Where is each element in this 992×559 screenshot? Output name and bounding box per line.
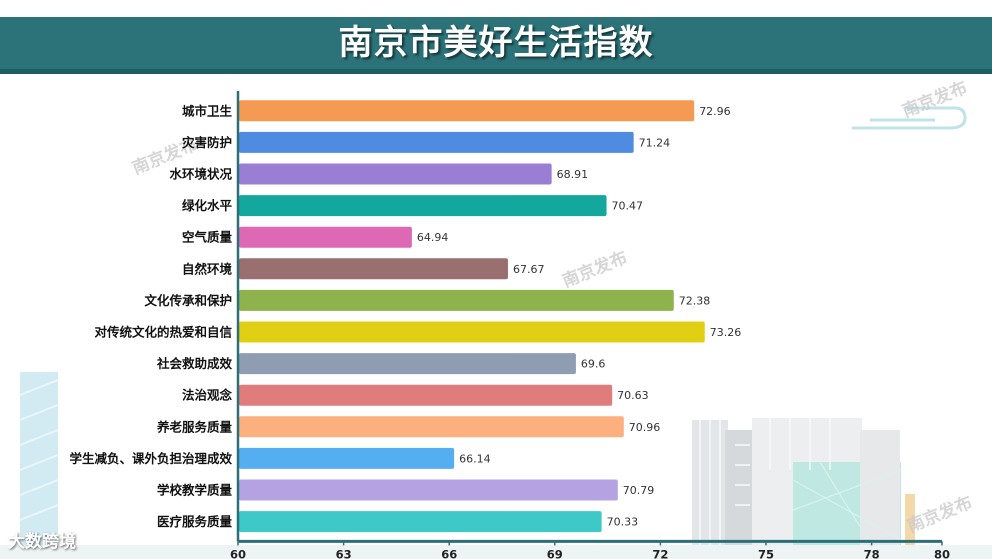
- title-banner-accent: [0, 69, 992, 74]
- category-label: 社会救助成效: [156, 356, 233, 371]
- brand-logo: 大数跨境: [8, 532, 76, 552]
- category-label: 绿化水平: [182, 198, 233, 213]
- value-label: 72.38: [679, 294, 711, 307]
- bar: [239, 384, 613, 406]
- bar: [239, 226, 412, 248]
- value-label: 68.91: [557, 168, 589, 181]
- x-tick-label: 80: [934, 547, 950, 559]
- category-label: 水环境状况: [169, 167, 232, 182]
- bar: [239, 163, 552, 185]
- bar: [239, 416, 624, 438]
- category-label: 自然环境: [182, 261, 233, 276]
- bar: [239, 289, 674, 311]
- category-label: 文化传承和保护: [144, 293, 232, 308]
- value-label: 70.96: [629, 421, 661, 434]
- bar: [239, 353, 576, 375]
- value-label: 67.67: [513, 263, 545, 276]
- x-tick-label: 60: [230, 547, 246, 559]
- bar: [239, 511, 602, 533]
- page-title: 南京市美好生活指数: [338, 23, 654, 63]
- category-label: 空气质量: [182, 230, 233, 245]
- category-label: 法治观念: [182, 388, 233, 403]
- x-tick-label: 63: [336, 547, 352, 559]
- bar: [239, 258, 508, 280]
- bar: [239, 100, 695, 122]
- bar: [239, 195, 607, 217]
- x-tick-label: 66: [441, 547, 457, 559]
- category-label: 灾害防护: [182, 135, 232, 150]
- value-label: 72.96: [699, 105, 731, 118]
- bar: [239, 131, 634, 153]
- x-tick-label: 75: [758, 547, 774, 559]
- bar: [239, 321, 705, 343]
- value-label: 70.33: [607, 516, 639, 529]
- category-label: 学校教学质量: [157, 483, 233, 498]
- category-label: 城市卫生: [182, 103, 233, 118]
- x-tick-label: 78: [864, 547, 880, 559]
- bar: [239, 447, 455, 469]
- category-label: 学生减负、课外负担治理成效: [69, 451, 232, 466]
- value-label: 66.14: [459, 452, 491, 465]
- value-label: 69.6: [581, 358, 606, 371]
- value-label: 64.94: [417, 231, 449, 244]
- x-tick-label: 72: [652, 547, 668, 559]
- category-label: 养老服务质量: [156, 419, 233, 434]
- category-label: 医疗服务质量: [157, 514, 233, 529]
- bar: [239, 479, 618, 501]
- title-banner: [0, 17, 992, 69]
- category-label: 对传统文化的热爱和自信: [94, 325, 232, 340]
- value-label: 70.63: [617, 389, 649, 402]
- x-tick-label: 69: [547, 547, 563, 559]
- value-label: 70.79: [623, 484, 655, 497]
- value-label: 73.26: [710, 326, 742, 339]
- value-label: 71.24: [639, 136, 671, 149]
- value-label: 70.47: [612, 200, 644, 213]
